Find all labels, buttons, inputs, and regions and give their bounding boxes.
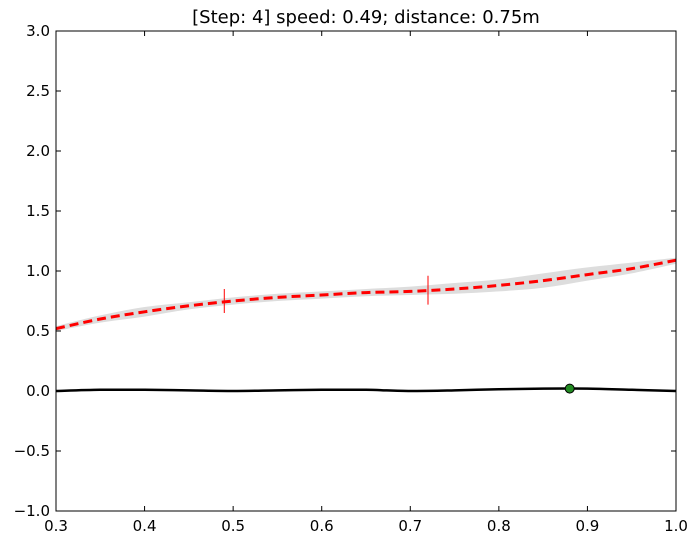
uncertainty-band [56,257,676,331]
x-tick-label: 1.0 [664,517,688,535]
y-tick-label: 0.5 [26,322,50,340]
y-tick-label: 1.0 [26,262,50,280]
x-tick-label: 0.5 [221,517,245,535]
y-tick-label: −1.0 [14,502,50,520]
y-tick-label: −0.5 [14,442,50,460]
x-tick-label: 0.7 [398,517,422,535]
y-tick-label: 1.5 [26,202,50,220]
x-tick-label: 0.6 [310,517,334,535]
x-tick-label: 0.3 [44,517,68,535]
y-tick-label: 2.0 [26,142,50,160]
x-tick-label: 0.9 [575,517,599,535]
axes: 0.3 0.4 0.5 0.6 0.7 0.8 0.9 1.0 −1.0 −0.5 0.0 0.5 1.… [14,22,688,535]
x-tick-label: 0.8 [487,517,511,535]
y-tick-label: 3.0 [26,22,50,40]
x-tick-label: 0.4 [133,517,157,535]
current-position-marker [564,383,575,394]
y-tick-label: 0.0 [26,382,50,400]
planned-path-line [56,258,676,331]
chart-title: [Step: 4] speed: 0.49; distance: 0.75m [192,7,540,28]
plot-area [56,257,676,394]
y-tick-label: 2.5 [26,82,50,100]
